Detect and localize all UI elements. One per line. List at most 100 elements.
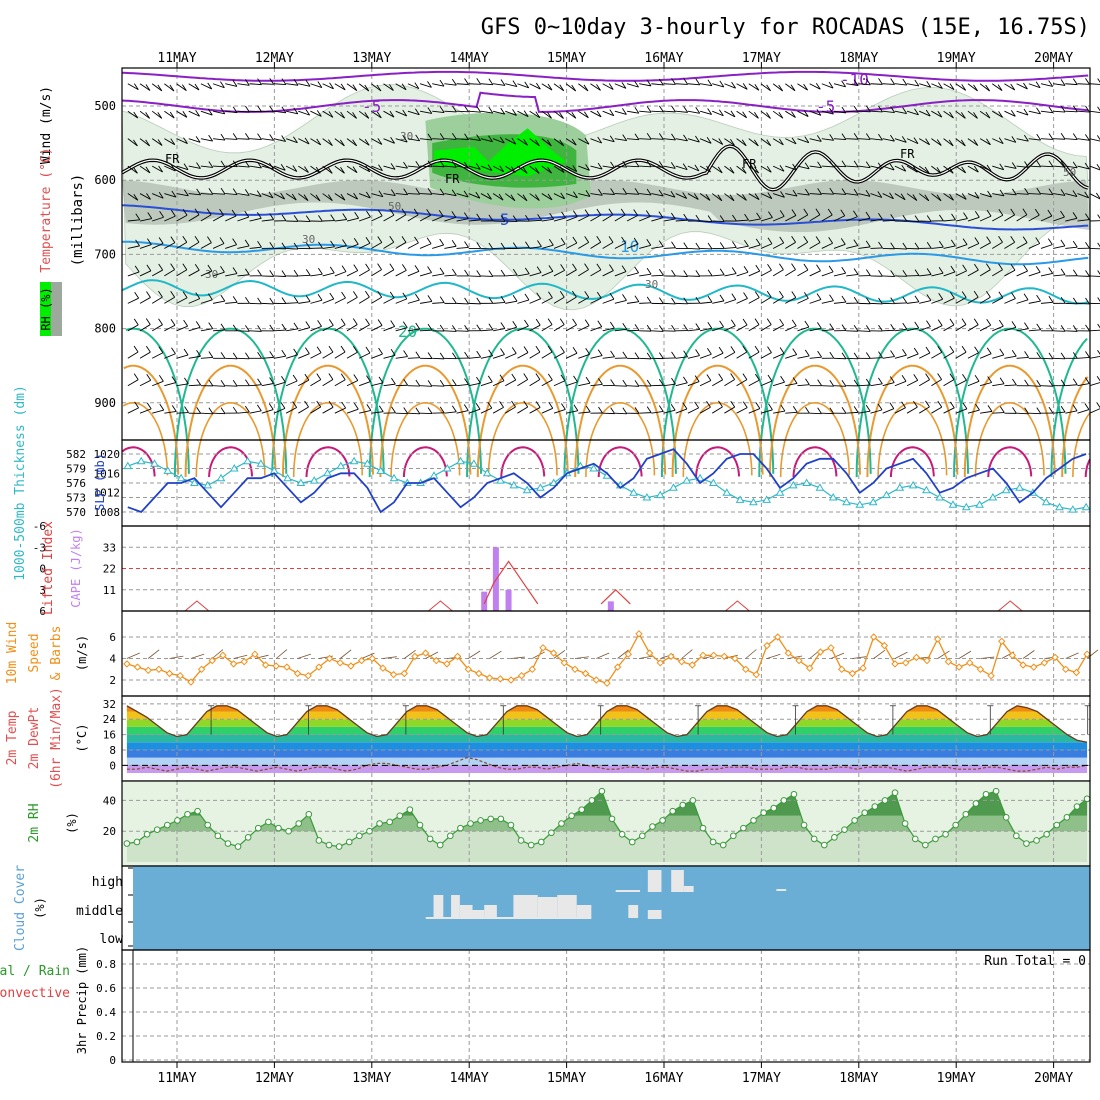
wind-barb-flag [683,213,689,221]
rh2m-point [416,821,424,829]
wind-barb-flag [1010,263,1016,271]
wind-barb [346,296,358,304]
wind-barb-flag [547,345,553,353]
wind-barb-flag [780,375,785,383]
wind-barb-flag [1012,407,1017,414]
wind-barb-flag [620,208,626,216]
wind-barb [943,138,954,147]
wind-barb [821,83,834,89]
wind-barb [407,138,420,142]
wind-barb [748,218,761,222]
y-tick-wind: 2 [109,674,116,687]
wind-speed-point [208,656,216,665]
wind-barb-flag [754,166,759,174]
wind-barb-flag [1060,133,1066,140]
wind-barb [882,193,894,200]
wind-barb [371,296,382,304]
wind-barb [992,354,1004,359]
wind-barb-flag [171,347,176,354]
wind-barb [322,110,334,118]
wind-barb-flag [427,133,433,141]
wind-barb [468,138,481,142]
wind-barb [176,383,189,387]
wind-barb [225,138,238,140]
wind-barb [1089,193,1100,200]
wind-barb [164,138,175,146]
cloud-level-low: low [100,932,124,947]
wind-barb [578,193,591,197]
wind-barb [492,354,505,359]
wind-barb [1028,165,1041,168]
wind-barb-flag [829,407,835,414]
wind-barb-flag [853,79,859,86]
wind-barb-flag [571,138,577,146]
wind-barb [432,357,445,360]
wind-speed-point [667,652,675,661]
wind-barb [882,219,895,222]
y-tick-temp: 32 [103,698,116,711]
wind-barb [578,297,589,304]
wind-barb-flag [658,325,664,332]
wind-barb-flag [584,236,590,243]
wind-barb-flag [522,166,528,174]
wind10-barb [254,654,269,659]
rh2m-point [163,821,171,829]
wind-barb-flag [1036,352,1042,359]
wind-barb-flag [158,263,164,271]
wind-barb-flag [340,83,346,91]
wind-barb [383,193,396,196]
wind-barb [334,165,345,174]
wind-barb [955,83,966,91]
wind-speed-point [347,662,355,670]
wind-barb-flag [257,78,262,85]
wind-barb [992,412,1005,414]
thickness-point [1041,497,1051,506]
wind-speed-point [645,649,654,657]
wind-barb-flag [756,212,761,220]
wind-barb-flag [973,112,978,119]
contour-temp-20 [173,327,288,478]
wind-barb-flag [841,133,847,140]
wind-barb-flag [535,373,541,380]
wind10-barb [382,656,397,659]
thickness-point [456,456,465,465]
wind-barb [979,165,992,172]
wind-barb-flag [183,319,188,327]
wind-barb [164,242,176,249]
wind-barb-flag [377,209,383,217]
wind-barb [614,328,627,332]
wind-barb [699,193,711,201]
wind-barb-flag [1023,82,1028,90]
wind-barb [505,274,518,277]
wind-barb-flag [671,133,676,141]
wind-barb-flag [1085,324,1090,332]
wind-barb [359,381,371,387]
rh2m-point [548,829,555,837]
wind-barb [1089,329,1100,332]
wind-barb-flag [913,374,919,381]
wind-barb-flag [671,269,676,277]
wind-barb [322,138,333,146]
wind-barb-flag [316,138,322,146]
wind-barb [310,83,322,88]
wind-barb [626,215,638,222]
wind-barb [310,406,321,414]
wind-barb-flag [135,239,140,247]
wind-barb-flag [280,192,285,200]
thickness-point [722,488,732,496]
wind-barb-flag [220,380,226,387]
wind-barb [261,165,274,170]
wind-barb-flag [488,297,494,304]
wind-barb [870,383,883,387]
wind-speed-point [357,656,366,665]
wind-barb [1004,214,1015,222]
wind-barb [602,242,614,249]
wind-barb-flag [244,79,250,86]
rh2m-point [517,837,525,844]
wind-barb [614,214,626,222]
wind-speed-point [325,654,334,663]
wind-barb [1016,138,1029,142]
wind-barb-flag [985,111,991,119]
wind-barb-flag [488,242,494,250]
axis-label-total-rain: Total / Rain [0,964,70,979]
